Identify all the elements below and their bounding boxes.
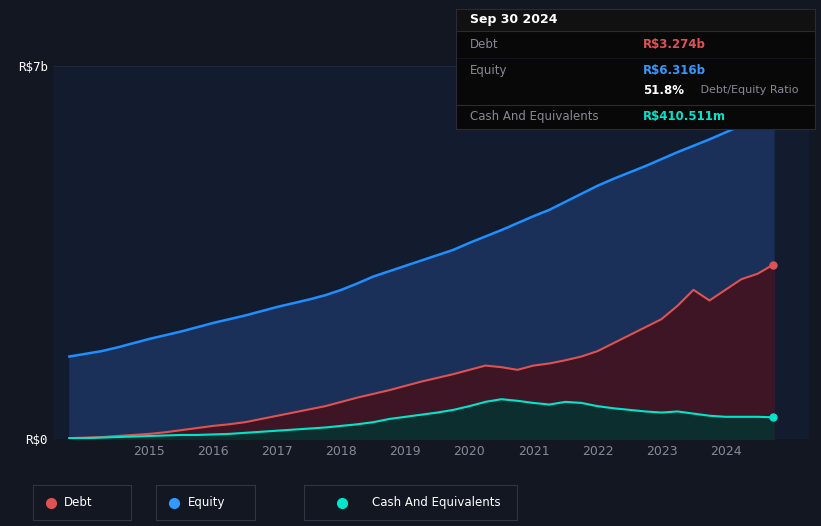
Bar (456, 9, 815, 31)
Text: R$410.511m: R$410.511m (643, 110, 726, 124)
Text: Equity: Equity (470, 64, 507, 77)
Text: Sep 30 2024: Sep 30 2024 (470, 13, 557, 26)
Text: Cash And Equivalents: Cash And Equivalents (372, 496, 501, 509)
Text: Debt: Debt (64, 496, 93, 509)
Text: Cash And Equivalents: Cash And Equivalents (470, 110, 599, 124)
Text: R$3.274b: R$3.274b (643, 38, 705, 52)
Text: Equity: Equity (187, 496, 225, 509)
Text: Debt/Equity Ratio: Debt/Equity Ratio (696, 86, 798, 96)
Text: R$6.316b: R$6.316b (643, 64, 705, 77)
Text: 51.8%: 51.8% (643, 84, 684, 97)
Text: Debt: Debt (470, 38, 498, 52)
